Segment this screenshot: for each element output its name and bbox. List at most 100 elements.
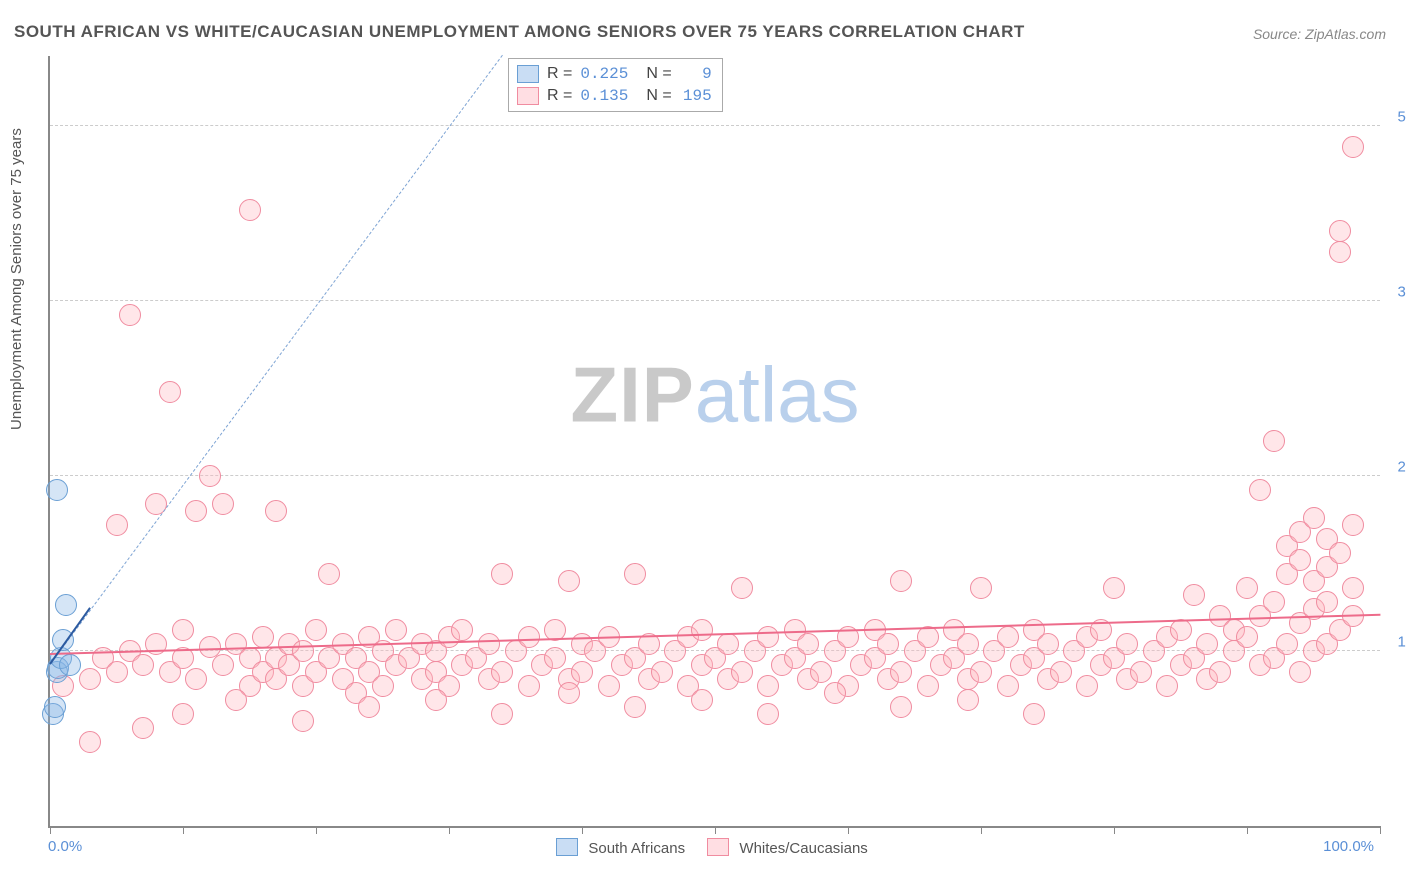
x-tick bbox=[1247, 826, 1248, 834]
data-point bbox=[544, 647, 566, 669]
data-point bbox=[890, 570, 912, 592]
x-tick bbox=[1380, 826, 1381, 834]
data-point bbox=[385, 619, 407, 641]
data-point bbox=[106, 514, 128, 536]
data-point bbox=[305, 619, 327, 641]
legend-label-pink: Whites/Caucasians bbox=[739, 840, 867, 857]
source-label: Source: ZipAtlas.com bbox=[1253, 26, 1386, 42]
data-point bbox=[1076, 675, 1098, 697]
data-point bbox=[1316, 591, 1338, 613]
data-point bbox=[518, 626, 540, 648]
gridline bbox=[50, 475, 1380, 476]
data-point bbox=[106, 661, 128, 683]
data-point bbox=[1263, 430, 1285, 452]
data-point bbox=[1276, 633, 1298, 655]
data-point bbox=[252, 626, 274, 648]
data-point bbox=[890, 661, 912, 683]
data-point bbox=[571, 661, 593, 683]
data-point bbox=[159, 381, 181, 403]
gridline bbox=[50, 300, 1380, 301]
data-point bbox=[491, 661, 513, 683]
data-point bbox=[1116, 633, 1138, 655]
data-point bbox=[372, 675, 394, 697]
data-point bbox=[757, 703, 779, 725]
data-point bbox=[425, 689, 447, 711]
data-point bbox=[824, 682, 846, 704]
n-value: 195 bbox=[680, 85, 712, 107]
n-label: N = bbox=[646, 85, 671, 107]
chart-title: SOUTH AFRICAN VS WHITE/CAUCASIAN UNEMPLO… bbox=[14, 22, 1025, 42]
data-point bbox=[292, 640, 314, 662]
data-point bbox=[491, 563, 513, 585]
x-tick bbox=[715, 826, 716, 834]
data-point bbox=[1130, 661, 1152, 683]
stats-row-pink: R = 0.135 N = 195 bbox=[517, 85, 712, 107]
watermark-atlas: atlas bbox=[695, 350, 860, 438]
data-point bbox=[1037, 633, 1059, 655]
data-point bbox=[1209, 661, 1231, 683]
data-point bbox=[1289, 549, 1311, 571]
data-point bbox=[172, 619, 194, 641]
data-point bbox=[185, 500, 207, 522]
data-point bbox=[132, 717, 154, 739]
y-tick-label: 50.0% bbox=[1386, 109, 1406, 126]
data-point bbox=[1342, 514, 1364, 536]
x-tick bbox=[582, 826, 583, 834]
data-point bbox=[119, 304, 141, 326]
data-point bbox=[265, 500, 287, 522]
data-point bbox=[212, 493, 234, 515]
data-point bbox=[478, 633, 500, 655]
y-tick-label: 12.5% bbox=[1386, 634, 1406, 651]
data-point bbox=[624, 696, 646, 718]
x-tick bbox=[1114, 826, 1115, 834]
data-point bbox=[691, 689, 713, 711]
data-point bbox=[1342, 577, 1364, 599]
data-point bbox=[1050, 661, 1072, 683]
data-point bbox=[1196, 633, 1218, 655]
x-tick bbox=[848, 826, 849, 834]
data-point bbox=[132, 654, 154, 676]
data-point bbox=[1183, 584, 1205, 606]
bottom-legend: South Africans Whites/Caucasians bbox=[0, 838, 1406, 857]
data-point bbox=[797, 633, 819, 655]
data-point bbox=[957, 633, 979, 655]
data-point bbox=[651, 661, 673, 683]
data-point bbox=[731, 661, 753, 683]
data-point bbox=[1329, 220, 1351, 242]
stats-legend: R = 0.225 N = 9 R = 0.135 N = 195 bbox=[508, 58, 723, 112]
data-point bbox=[292, 710, 314, 732]
x-tick bbox=[316, 826, 317, 834]
data-point bbox=[318, 563, 340, 585]
y-axis-label: Unemployment Among Seniors over 75 years bbox=[8, 128, 25, 430]
data-point bbox=[1263, 591, 1285, 613]
data-point bbox=[199, 465, 221, 487]
y-tick-label: 37.5% bbox=[1386, 284, 1406, 301]
y-tick-label: 25.0% bbox=[1386, 459, 1406, 476]
data-point bbox=[1023, 703, 1045, 725]
data-point bbox=[957, 689, 979, 711]
x-tick bbox=[449, 826, 450, 834]
data-point bbox=[558, 682, 580, 704]
data-point bbox=[1249, 479, 1271, 501]
data-point bbox=[810, 661, 832, 683]
n-label: N = bbox=[646, 63, 671, 85]
data-point bbox=[1236, 577, 1258, 599]
data-point bbox=[917, 675, 939, 697]
data-point bbox=[624, 563, 646, 585]
r-value: 0.135 bbox=[580, 85, 628, 107]
data-point bbox=[185, 668, 207, 690]
watermark: ZIPatlas bbox=[570, 349, 859, 440]
data-point bbox=[1329, 241, 1351, 263]
data-point bbox=[717, 633, 739, 655]
data-point bbox=[598, 675, 620, 697]
data-point bbox=[518, 675, 540, 697]
data-point bbox=[997, 675, 1019, 697]
data-point bbox=[1103, 577, 1125, 599]
n-value: 9 bbox=[680, 63, 712, 85]
watermark-zip: ZIP bbox=[570, 350, 694, 438]
data-point bbox=[757, 626, 779, 648]
swatch-blue bbox=[517, 65, 539, 83]
data-point bbox=[55, 594, 77, 616]
r-value: 0.225 bbox=[580, 63, 628, 85]
data-point bbox=[997, 626, 1019, 648]
